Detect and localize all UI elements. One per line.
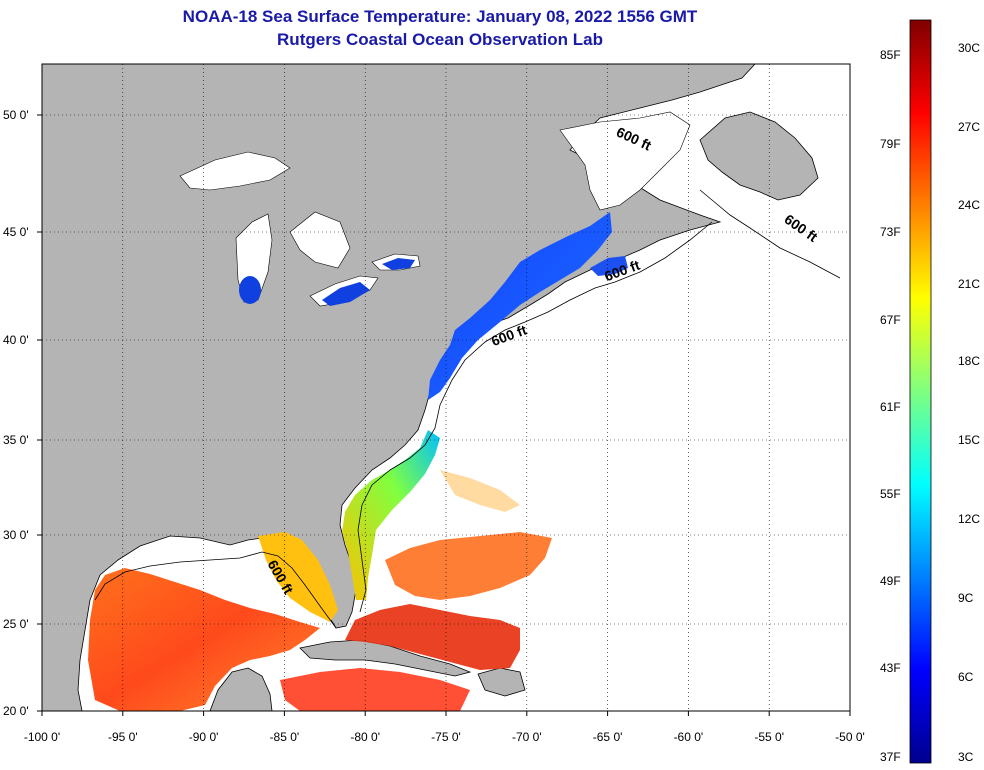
florida-shelf-sst xyxy=(258,532,338,622)
colorbar-c-label: 12C xyxy=(958,512,981,526)
gulf-mexico-sst xyxy=(88,568,320,711)
colorbar-f-label: 55F xyxy=(880,487,901,501)
colorbar-f-label: 37F xyxy=(880,750,901,764)
land-newfoundland xyxy=(699,111,819,201)
lon-tick-label: -75 0' xyxy=(431,730,461,744)
lon-tick-label: -95 0' xyxy=(108,730,138,744)
colorbar-c-label: 15C xyxy=(958,433,981,447)
colorbar-c-label: 9C xyxy=(958,591,974,605)
colorbar-c-label: 27C xyxy=(958,120,981,134)
colorbar-c-label: 30C xyxy=(958,41,981,55)
lon-tick-label: -80 0' xyxy=(350,730,380,744)
colorbar-f-label: 67F xyxy=(880,313,901,327)
colorbar-f-label: 61F xyxy=(880,400,901,414)
lon-tick-label: -50 0' xyxy=(835,730,865,744)
lon-tick-label: -85 0' xyxy=(270,730,300,744)
latitude-axis: 20 0' 25 0' 30 0' 35 0' 40 0' 45 0' 50 0' xyxy=(3,108,42,718)
lat-tick-label: 20 0' xyxy=(3,704,29,718)
lat-tick-label: 30 0' xyxy=(3,528,29,542)
ne-coastal-sst xyxy=(428,212,612,400)
lon-tick-label: -70 0' xyxy=(512,730,542,744)
colorbar-c-label: 21C xyxy=(958,277,981,291)
great-lakes xyxy=(179,151,421,307)
lat-tick-label: 35 0' xyxy=(3,433,29,447)
land-north-america xyxy=(42,64,756,711)
colorbar xyxy=(909,19,932,764)
colorbar-f-label: 79F xyxy=(880,137,901,151)
map-subtitle: Rutgers Coastal Ocean Observation Lab xyxy=(277,30,603,49)
lon-tick-label: -55 0' xyxy=(754,730,784,744)
lon-tick-label: -65 0' xyxy=(593,730,623,744)
colorbar-c-label: 24C xyxy=(958,198,981,212)
isobath-600ft xyxy=(94,189,841,629)
colorbar-f-label: 43F xyxy=(880,661,901,675)
lon-tick-label: -90 0' xyxy=(189,730,219,744)
caribbean-south-sst xyxy=(280,668,470,711)
lon-tick-label: -100 0' xyxy=(24,730,60,744)
longitude-axis: -100 0' -95 0' -90 0' -85 0' -80 0' -75 0' -70… xyxy=(24,711,865,744)
gulf-st-lawrence xyxy=(559,111,691,211)
lake-superior xyxy=(179,151,291,191)
lat-tick-label: 45 0' xyxy=(3,225,29,239)
atlantic-subtropical-sst xyxy=(385,532,552,600)
map-title: NOAA-18 Sea Surface Temperature: January… xyxy=(182,7,698,26)
lat-tick-label: 40 0' xyxy=(3,333,29,347)
lake-sst xyxy=(239,258,415,306)
colorbar-f-label: 49F xyxy=(880,574,901,588)
colorbar-c-label: 3C xyxy=(958,750,974,764)
lat-lon-grid xyxy=(42,64,850,711)
colorbar-f-label: 85F xyxy=(880,48,901,62)
colorbar-f-label: 73F xyxy=(880,225,901,239)
caribbean-sst xyxy=(345,604,520,670)
colorbar-c-label: 18C xyxy=(958,354,981,368)
colorbar-c-label: 6C xyxy=(958,670,974,684)
gulf-maine-sst xyxy=(590,256,628,276)
lon-tick-label: -60 0' xyxy=(674,730,704,744)
se-coastal-sst xyxy=(342,430,440,600)
lat-tick-label: 50 0' xyxy=(3,108,29,122)
lat-tick-label: 25 0' xyxy=(3,617,29,631)
atlantic-mid-sst xyxy=(440,470,520,512)
land-yucatan xyxy=(209,667,273,711)
lake-huron xyxy=(289,211,351,269)
